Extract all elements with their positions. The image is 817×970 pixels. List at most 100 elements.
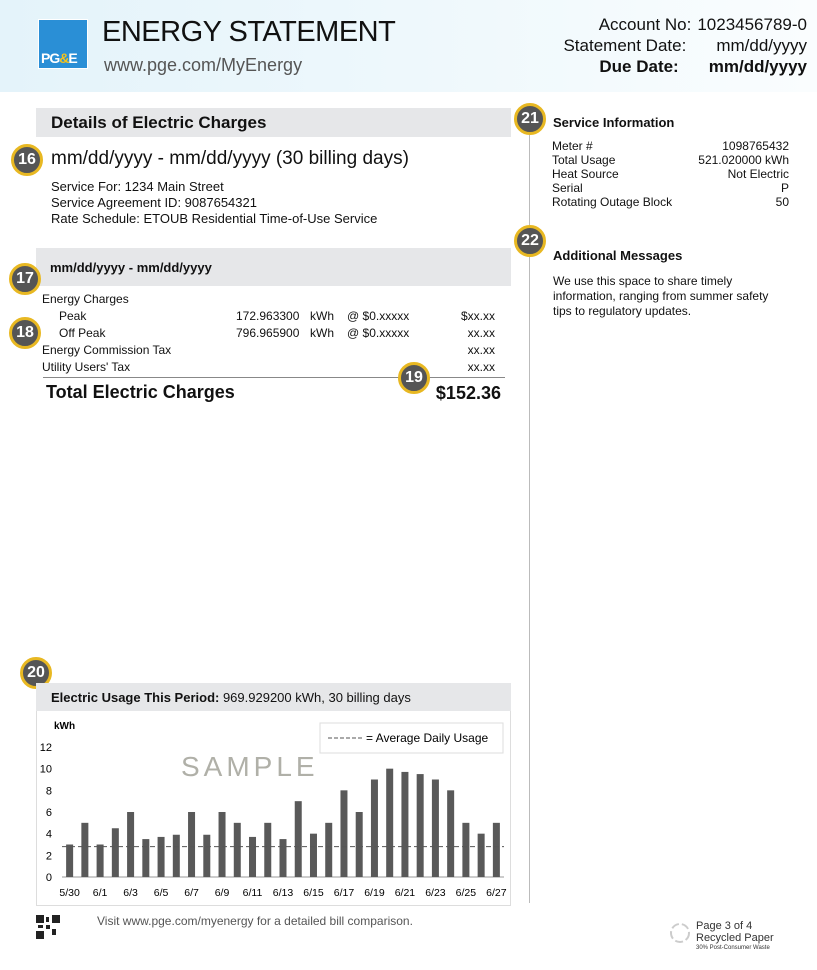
sub-period-bar	[36, 248, 511, 286]
usage-title-value: 969.929200 kWh, 30 billing days	[219, 690, 411, 705]
service-info-value: 1098765432	[722, 139, 789, 153]
service-info-label: Total Usage	[552, 153, 616, 167]
x-tick-label: 6/7	[184, 887, 199, 899]
peak-label: Peak	[59, 309, 87, 323]
header-url[interactable]: www.pge.com/MyEnergy	[104, 55, 303, 75]
total-divider	[43, 377, 505, 378]
usage-bar	[111, 828, 119, 877]
service-info-value: 521.020000 kWh	[698, 153, 789, 167]
usage-bar	[127, 812, 135, 877]
offpeak-rate: @ $0.xxxxx	[347, 326, 410, 340]
usage-bar	[142, 839, 150, 877]
service-info-row: Heat Source Not Electric	[552, 167, 789, 181]
usage-bar	[96, 844, 104, 877]
users-tax-amount: xx.xx	[467, 360, 495, 374]
usage-bar	[188, 812, 196, 877]
peak-kwh: 172.963300	[236, 309, 300, 323]
badge-16: 16	[11, 144, 43, 176]
service-info-value: Not Electric	[727, 167, 789, 181]
badge-21: 21	[514, 103, 546, 135]
details-title: Details of Electric Charges	[51, 113, 267, 132]
billing-period: mm/dd/yyyy - mm/dd/yyyy (30 billing days…	[51, 148, 409, 169]
account-block: Account No: 1023456789-0 Statement Date: m…	[563, 14, 807, 77]
statement-date: mm/dd/yyyy	[716, 36, 807, 55]
usage-bar	[203, 834, 211, 877]
peak-amount: $xx.xx	[460, 309, 495, 323]
details-title-bar	[36, 108, 511, 137]
y-tick-label: 8	[46, 785, 52, 797]
badge-22: 22	[514, 225, 546, 257]
service-info-row: Rotating Outage Block 50	[552, 195, 789, 209]
service-info-label: Meter #	[552, 139, 593, 153]
usage-bar	[172, 834, 180, 877]
column-divider	[529, 108, 530, 903]
badge-18: 18	[9, 317, 41, 349]
service-info-label: Rotating Outage Block	[552, 195, 673, 209]
service-info-table: Meter # 1098765432 Total Usage 521.020000 k…	[552, 139, 789, 209]
service-info-row: Serial P	[552, 181, 789, 195]
account-label: Account No:	[598, 15, 692, 34]
x-tick-label: 6/9	[215, 887, 230, 899]
y-tick-label: 12	[40, 742, 52, 754]
footer-visit-text: Visit www.pge.com/myenergy for a detaile…	[97, 914, 413, 928]
offpeak-amount: xx.xx	[467, 326, 495, 340]
y-tick-label: 2	[46, 850, 52, 862]
recycle-icon	[670, 923, 690, 943]
messages-title: Additional Messages	[553, 248, 683, 263]
total-amount: $152.36	[435, 383, 501, 403]
service-for: Service For: 1234 Main Street	[51, 179, 224, 194]
usage-bar	[386, 768, 394, 877]
usage-bar	[401, 771, 409, 877]
usage-bar	[370, 779, 378, 877]
usage-bar	[157, 836, 165, 877]
legend-label: = Average Daily Usage	[366, 731, 489, 745]
peak-unit: kWh	[310, 309, 334, 323]
peak-rate: @ $0.xxxxx	[347, 309, 410, 323]
usage-bar	[416, 774, 424, 877]
y-tick-label: 0	[46, 872, 52, 884]
usage-bar	[447, 790, 455, 877]
messages-text: We use this space to share timely inform…	[553, 274, 769, 318]
due-date: mm/dd/yyyy	[708, 57, 807, 76]
x-tick-label: 6/13	[273, 887, 294, 899]
service-info-label: Serial	[552, 181, 583, 195]
due-date-label: Due Date:	[599, 57, 679, 76]
x-tick-label: 6/17	[334, 887, 355, 899]
offpeak-unit: kWh	[310, 326, 334, 340]
usage-bar	[264, 822, 272, 877]
usage-bar	[462, 822, 470, 877]
usage-bar	[66, 844, 74, 877]
total-label: Total Electric Charges	[46, 382, 235, 402]
footer-page-info: Page 3 of 4 Recycled Paper 30% Post-Cons…	[696, 920, 774, 952]
x-tick-label: 6/3	[123, 887, 138, 899]
commission-tax-label: Energy Commission Tax	[42, 343, 172, 357]
statement-header	[0, 0, 817, 92]
recycled-paper: Recycled Paper	[696, 932, 774, 944]
y-tick-label: 10	[40, 764, 52, 776]
usage-chart: kWh 0 2 4 6 8 10 12 SAMPLE 5/30 6/1 6/3 6/5 6/7 6/9 6/1…	[40, 721, 507, 899]
offpeak-kwh: 796.965900	[236, 326, 300, 340]
usage-bar	[309, 833, 317, 877]
usage-title: Electric Usage This Period: 969.929200 k…	[51, 690, 411, 705]
service-info-label: Heat Source	[552, 167, 619, 181]
sub-period: mm/dd/yyyy - mm/dd/yyyy	[50, 260, 212, 275]
x-tick-label: 6/15	[303, 887, 324, 899]
x-tick-label: 6/1	[93, 887, 108, 899]
x-tick-label: 6/23	[425, 887, 446, 899]
users-tax-label: Utility Users' Tax	[42, 360, 131, 374]
badge-19: 19	[398, 362, 430, 394]
usage-bar	[249, 836, 257, 877]
usage-bar	[81, 822, 89, 877]
statement-date-label: Statement Date:	[563, 36, 687, 55]
x-tick-label: 6/25	[456, 887, 477, 899]
service-info-row: Total Usage 521.020000 kWh	[552, 153, 789, 167]
x-tick-label: 6/5	[154, 887, 169, 899]
offpeak-label: Off Peak	[59, 326, 106, 340]
x-tick-label: 6/21	[395, 887, 416, 899]
service-info-value: P	[780, 181, 789, 195]
service-info-value: 50	[775, 195, 789, 209]
x-tick-label: 6/11	[243, 887, 263, 899]
usage-bar	[492, 822, 500, 877]
usage-bar	[294, 801, 302, 877]
usage-chart-frame	[36, 711, 511, 906]
